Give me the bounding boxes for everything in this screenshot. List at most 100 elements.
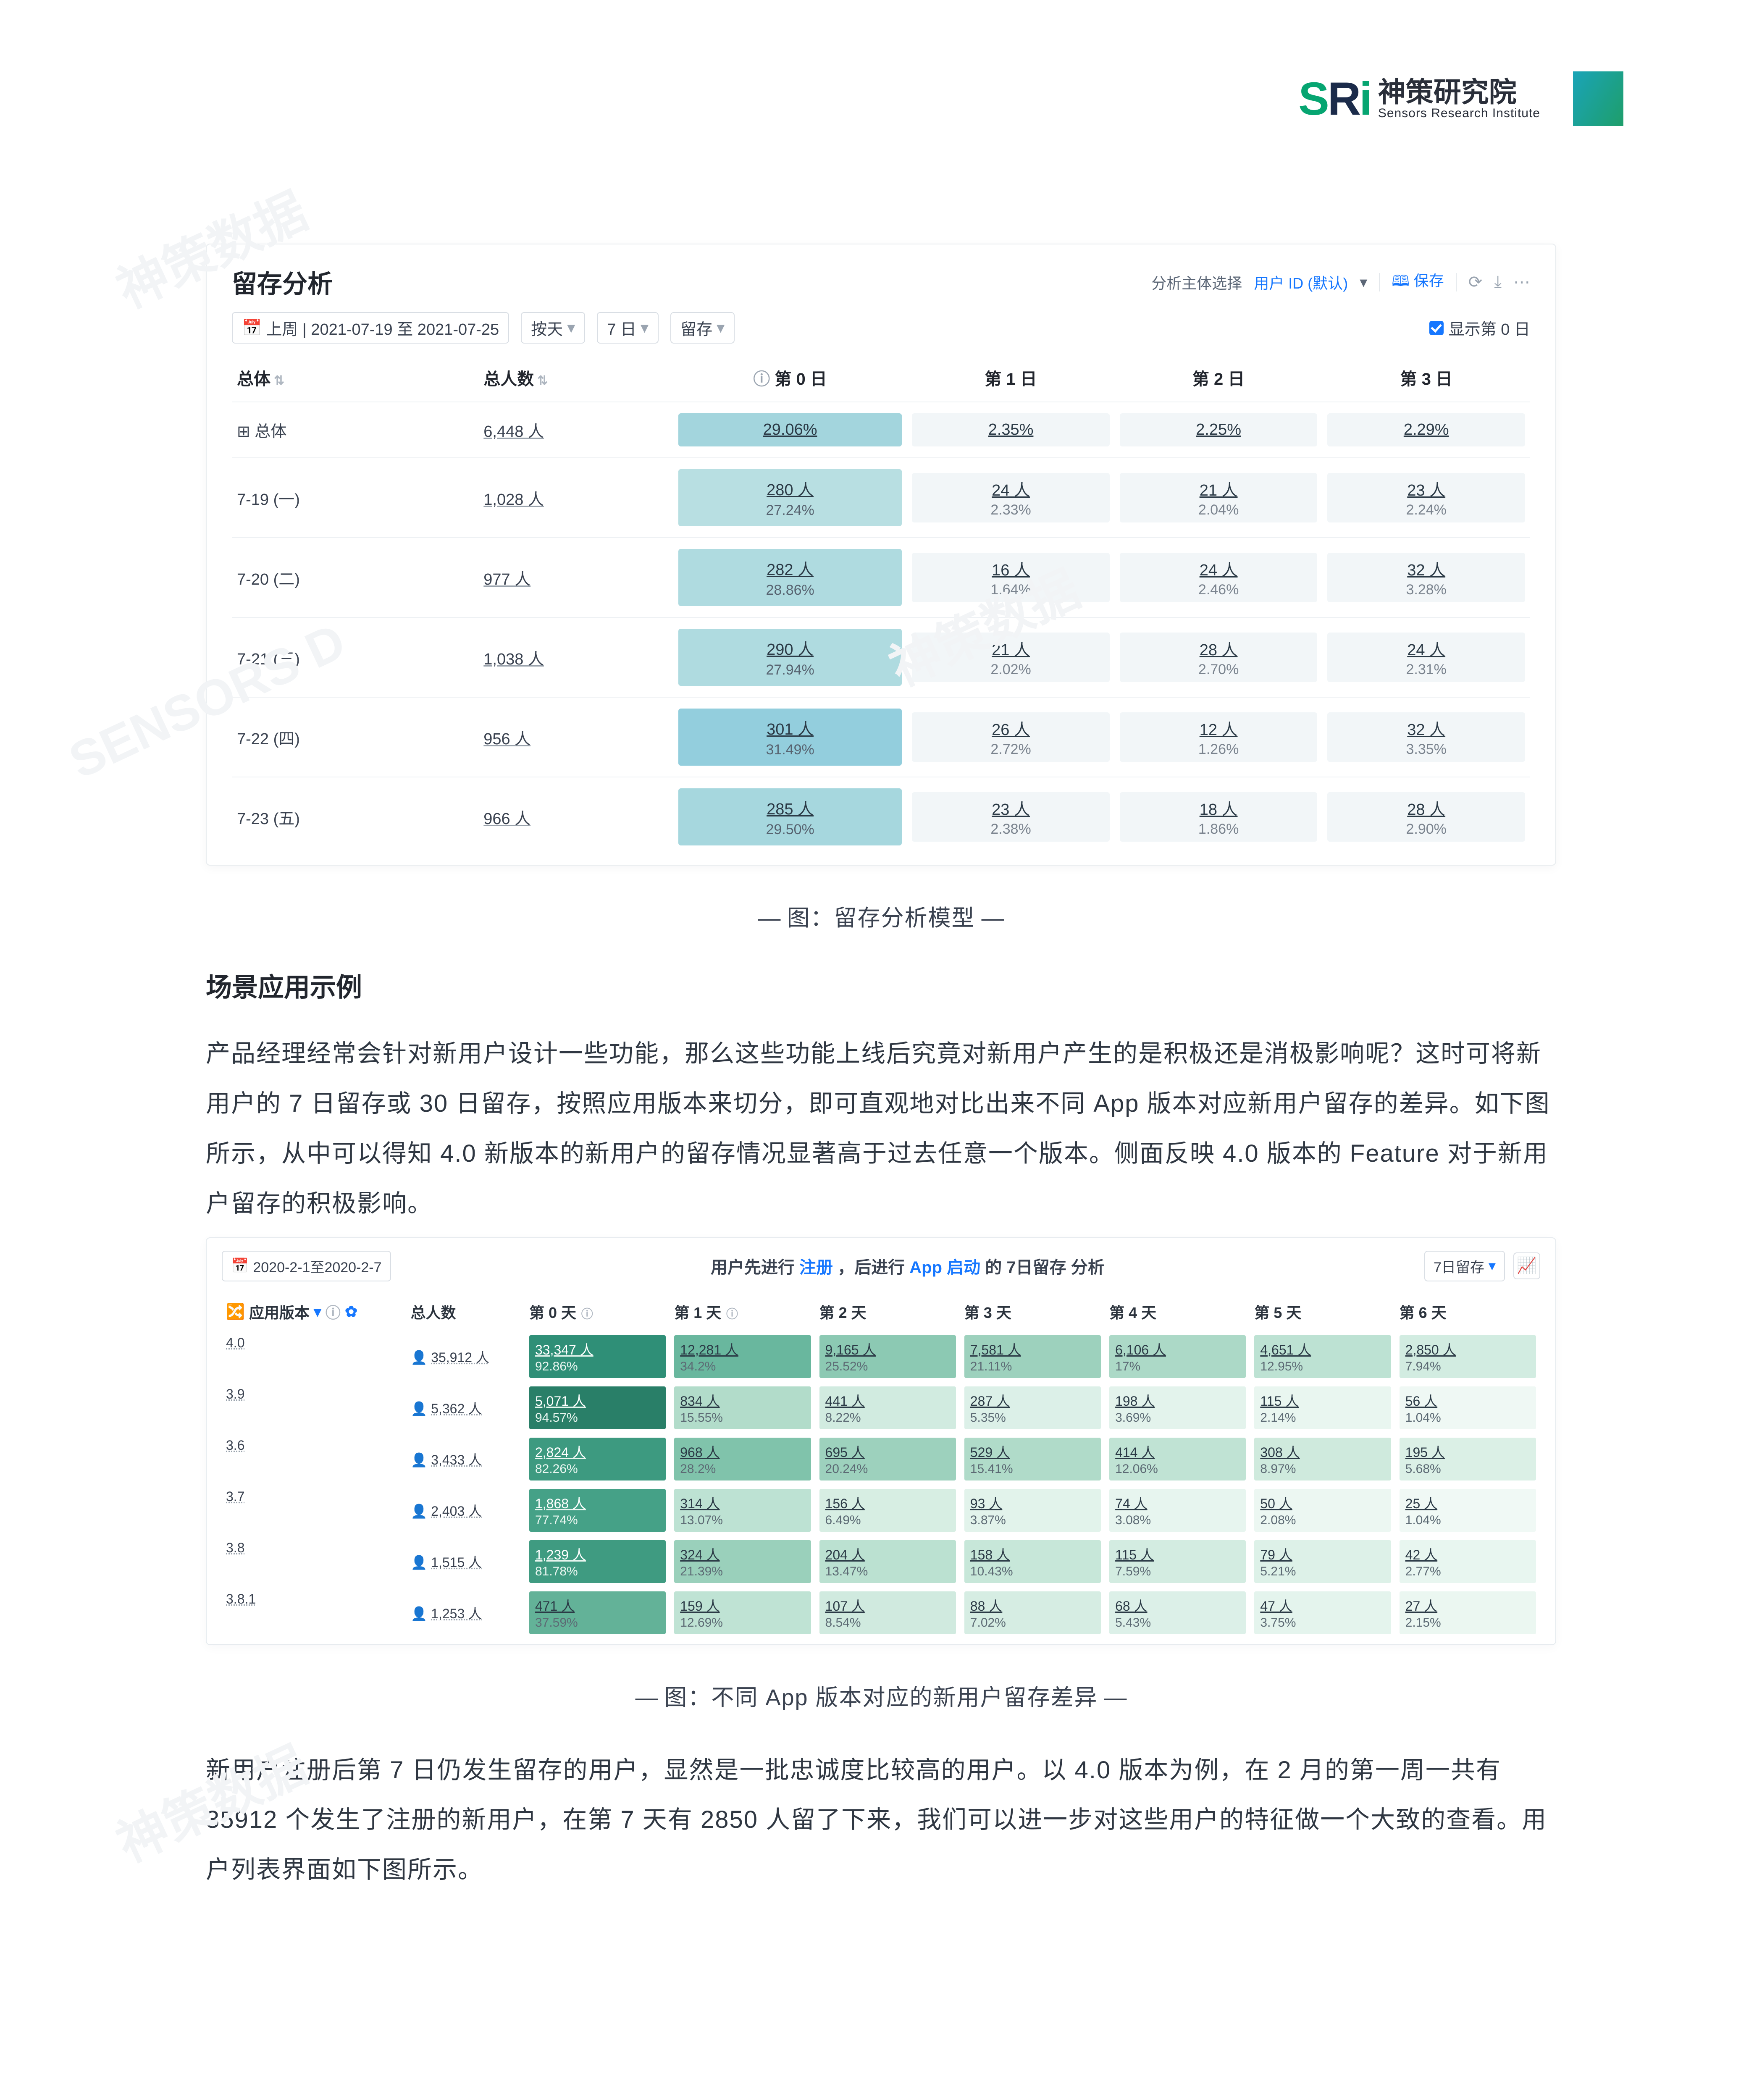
row-total[interactable]: 966 人 — [483, 810, 530, 828]
version-total[interactable]: 👤 5,362 人 — [406, 1382, 525, 1433]
row-d2[interactable]: 12 人1.26% — [1120, 712, 1318, 762]
retention-cell[interactable]: 9,165 人25.52% — [819, 1335, 956, 1378]
chevron-down-icon[interactable]: ▾ — [1360, 273, 1367, 291]
overall-row-label[interactable]: ⊞ 总体 — [232, 402, 478, 458]
version-label[interactable]: 4.0 — [222, 1331, 406, 1355]
retention-cell[interactable]: 2,850 人7.94% — [1400, 1335, 1536, 1378]
row-d2[interactable]: 18 人1.86% — [1120, 792, 1318, 842]
version-label[interactable]: 3.7 — [222, 1485, 406, 1509]
retention-cell[interactable]: 1,239 人81.78% — [529, 1540, 666, 1583]
refresh-icon[interactable]: ⟳ — [1468, 273, 1483, 292]
row-label[interactable]: 7-23 (五) — [232, 777, 478, 856]
retention-cell[interactable]: 529 人15.41% — [964, 1438, 1101, 1480]
retention-cell[interactable]: 156 人6.49% — [819, 1489, 956, 1532]
row-total[interactable]: 956 人 — [483, 730, 530, 748]
row-d1[interactable]: 16 人1.64% — [912, 553, 1110, 602]
retention-span-select[interactable]: 7日留存▾ — [1424, 1251, 1505, 1281]
groupby-select[interactable]: 🔀 应用版本 ▾ ⓘ ✿ — [226, 1301, 402, 1323]
overall-d3[interactable]: 2.29% — [1327, 413, 1525, 446]
date-range-picker[interactable]: 📅上周 | 2021-07-19 至 2021-07-25 — [232, 312, 509, 344]
row-total[interactable]: 977 人 — [483, 571, 530, 588]
version-label[interactable]: 3.9 — [222, 1382, 406, 1406]
retention-cell[interactable]: 968 人28.2% — [674, 1438, 811, 1480]
save-button[interactable]: 🕮 保存 — [1392, 269, 1444, 296]
granularity-select[interactable]: 按天▾ — [521, 312, 585, 344]
retention-cell[interactable]: 27 人2.15% — [1400, 1591, 1536, 1634]
col-d2[interactable]: 第 2 日 — [1192, 370, 1245, 388]
row-d0[interactable]: 280 人27.24% — [678, 469, 902, 526]
row-label[interactable]: 7-19 (一) — [232, 458, 478, 538]
row-d0[interactable]: 290 人27.94% — [678, 629, 902, 686]
overall-d2[interactable]: 2.25% — [1120, 413, 1318, 446]
selector-value[interactable]: 用户 ID (默认) — [1254, 271, 1348, 293]
row-label[interactable]: 7-21 (三) — [232, 617, 478, 697]
retention-cell[interactable]: 834 人15.55% — [674, 1386, 811, 1429]
retention-cell[interactable]: 287 人5.35% — [964, 1386, 1101, 1429]
retention-cell[interactable]: 441 人8.22% — [819, 1386, 956, 1429]
retention-cell[interactable]: 88 人7.02% — [964, 1591, 1101, 1634]
retention-cell[interactable]: 107 人8.54% — [819, 1591, 956, 1634]
row-d3[interactable]: 32 人3.28% — [1327, 553, 1525, 602]
row-d3[interactable]: 28 人2.90% — [1327, 792, 1525, 842]
row-d3[interactable]: 24 人2.31% — [1327, 633, 1525, 682]
version-total[interactable]: 👤 2,403 人 — [406, 1485, 525, 1536]
row-d2[interactable]: 28 人2.70% — [1120, 633, 1318, 682]
retention-cell[interactable]: 56 人1.04% — [1400, 1386, 1536, 1429]
overall-d0[interactable]: 29.06% — [678, 413, 902, 446]
row-d3[interactable]: 23 人2.24% — [1327, 473, 1525, 522]
version-total[interactable]: 👤 3,433 人 — [406, 1433, 525, 1485]
retention-cell[interactable]: 93 人3.87% — [964, 1489, 1101, 1532]
row-d0[interactable]: 285 人29.50% — [678, 788, 902, 845]
version-total[interactable]: 👤 1,253 人 — [406, 1587, 525, 1638]
row-label[interactable]: 7-22 (四) — [232, 697, 478, 777]
date-range-2[interactable]: 📅2020-2-1至2020-2-7 — [222, 1251, 391, 1281]
version-label[interactable]: 3.8.1 — [222, 1587, 406, 1611]
col-d0[interactable]: 第 0 日 — [775, 370, 827, 388]
row-d2[interactable]: 21 人2.04% — [1120, 473, 1318, 522]
col-name[interactable]: 总体 — [237, 370, 270, 388]
retention-cell[interactable]: 195 人5.68% — [1400, 1438, 1536, 1480]
row-d0[interactable]: 301 人31.49% — [678, 709, 902, 766]
row-d1[interactable]: 21 人2.02% — [912, 633, 1110, 682]
retention-cell[interactable]: 471 人37.59% — [529, 1591, 666, 1634]
retention-cell[interactable]: 74 人3.08% — [1109, 1489, 1246, 1532]
retention-cell[interactable]: 198 人3.69% — [1109, 1386, 1246, 1429]
row-d1[interactable]: 26 人2.72% — [912, 712, 1110, 762]
version-label[interactable]: 3.6 — [222, 1433, 406, 1457]
retention-cell[interactable]: 50 人2.08% — [1254, 1489, 1391, 1532]
more-icon[interactable]: ⋯ — [1513, 273, 1530, 292]
col-d1[interactable]: 第 1 日 — [985, 370, 1037, 388]
retention-cell[interactable]: 204 人13.47% — [819, 1540, 956, 1583]
retention-cell[interactable]: 42 人2.77% — [1400, 1540, 1536, 1583]
row-d1[interactable]: 24 人2.33% — [912, 473, 1110, 522]
retention-cell[interactable]: 695 人20.24% — [819, 1438, 956, 1480]
retention-cell[interactable]: 79 人5.21% — [1254, 1540, 1391, 1583]
row-d1[interactable]: 23 人2.38% — [912, 792, 1110, 842]
retention-cell[interactable]: 68 人5.43% — [1109, 1591, 1246, 1634]
retention-cell[interactable]: 2,824 人82.26% — [529, 1438, 666, 1480]
row-total[interactable]: 1,038 人 — [483, 651, 544, 668]
row-d2[interactable]: 24 人2.46% — [1120, 553, 1318, 602]
span-select[interactable]: 7 日▾ — [597, 312, 659, 344]
version-label[interactable]: 3.8 — [222, 1536, 406, 1560]
metric-select[interactable]: 留存▾ — [670, 312, 735, 344]
retention-cell[interactable]: 308 人8.97% — [1254, 1438, 1391, 1480]
retention-cell[interactable]: 324 人21.39% — [674, 1540, 811, 1583]
row-d0[interactable]: 282 人28.86% — [678, 549, 902, 606]
retention-cell[interactable]: 7,581 人21.11% — [964, 1335, 1101, 1378]
overall-d1[interactable]: 2.35% — [912, 413, 1110, 446]
retention-cell[interactable]: 5,071 人94.57% — [529, 1386, 666, 1429]
version-total[interactable]: 👤 1,515 人 — [406, 1536, 525, 1587]
chart-toggle-icon[interactable]: 📈 — [1513, 1252, 1540, 1279]
retention-cell[interactable]: 12,281 人34.2% — [674, 1335, 811, 1378]
row-label[interactable]: 7-20 (二) — [232, 538, 478, 617]
row-d3[interactable]: 32 人3.35% — [1327, 712, 1525, 762]
retention-cell[interactable]: 314 人13.07% — [674, 1489, 811, 1532]
version-total[interactable]: 👤 35,912 人 — [406, 1331, 525, 1382]
retention-cell[interactable]: 25 人1.04% — [1400, 1489, 1536, 1532]
retention-cell[interactable]: 47 人3.75% — [1254, 1591, 1391, 1634]
retention-cell[interactable]: 414 人12.06% — [1109, 1438, 1246, 1480]
retention-cell[interactable]: 158 人10.43% — [964, 1540, 1101, 1583]
retention-cell[interactable]: 6,106 人17% — [1109, 1335, 1246, 1378]
show-day0-checkbox[interactable]: 显示第 0 日 — [1429, 316, 1530, 339]
